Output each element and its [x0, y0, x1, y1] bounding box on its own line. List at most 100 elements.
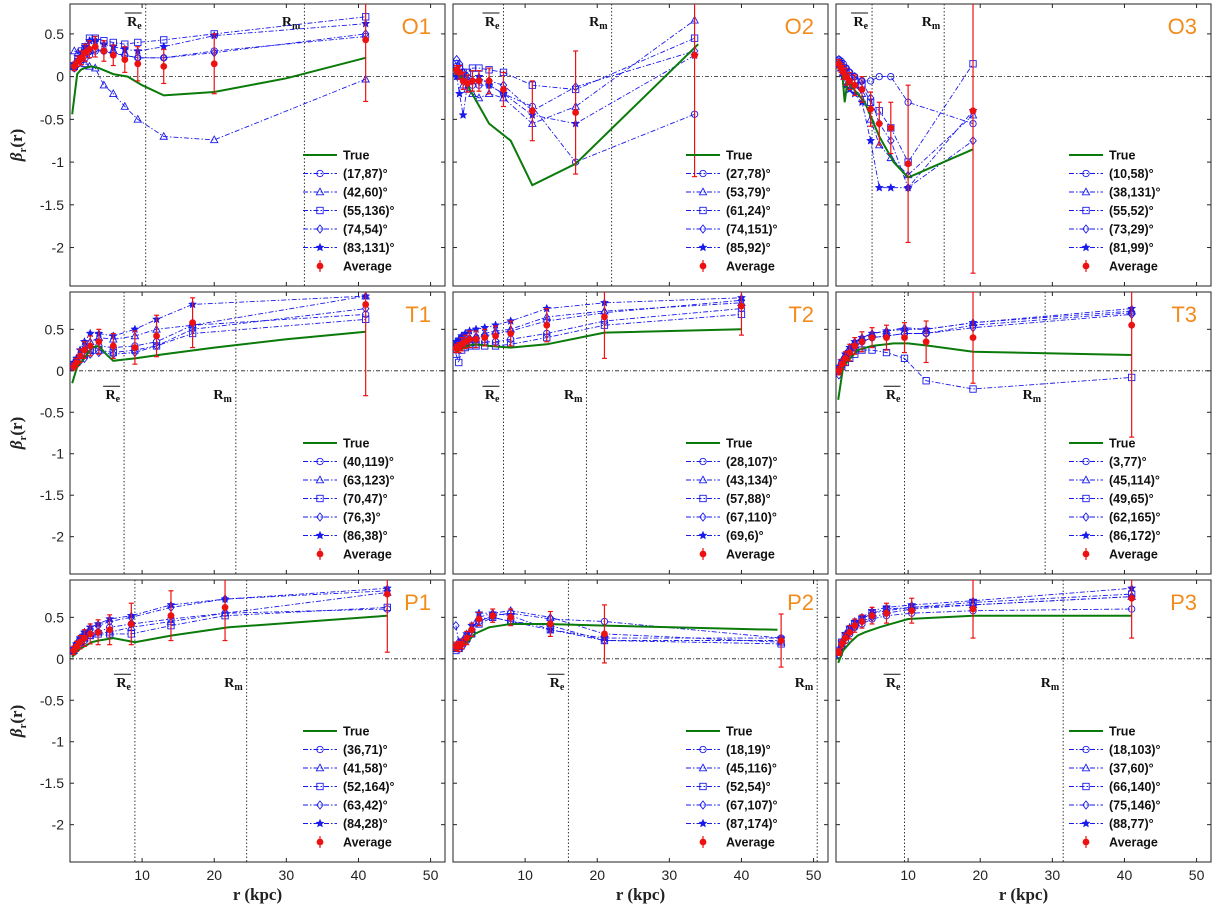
legend-series-label: (81,99)° — [1109, 241, 1154, 255]
legend-series-label: (63,42)° — [343, 799, 388, 813]
los-point — [922, 377, 930, 385]
los-point — [99, 80, 109, 89]
legend-average-label: Average — [726, 548, 775, 562]
x-axis-label: r (kpc) — [999, 885, 1048, 904]
y-tick-label: -1.5 — [40, 487, 64, 503]
plot-area — [70, 292, 371, 397]
average-point — [883, 334, 890, 342]
y-axis-label: βr(r) — [7, 129, 29, 162]
legend-average-marker — [1082, 838, 1090, 846]
legend-series-label: (38,131)° — [1109, 186, 1161, 200]
plot-area — [836, 292, 1137, 438]
x-tick-label: 10 — [517, 867, 533, 883]
y-tick-label: -1 — [52, 154, 65, 170]
legend-series-label: (74,54)° — [343, 223, 388, 237]
los-point — [865, 135, 876, 145]
average-point — [475, 77, 483, 85]
legend-average-marker — [316, 838, 324, 846]
legend-series-label: (28,107)° — [726, 455, 778, 469]
rm-label: Rm — [589, 15, 608, 32]
average-point — [507, 330, 515, 337]
average-point — [464, 80, 471, 87]
los-point — [474, 93, 484, 102]
panel-title: T3 — [1171, 302, 1197, 327]
panel-o3: Re Rm O3 True (10,58)° (38,131)° (55,52)° (73,2… — [835, 3, 1212, 287]
average-point — [106, 626, 114, 634]
average-point — [100, 47, 108, 55]
y-tick-label: -0.5 — [40, 404, 64, 420]
legend-series-label: (74,151)° — [726, 223, 778, 237]
re-label: Re — [485, 388, 500, 405]
legend-true-label: True — [1109, 437, 1135, 451]
legend-series-label: (37,60)° — [1109, 762, 1154, 776]
los-point — [108, 88, 118, 97]
x-tick-label: 30 — [662, 867, 678, 883]
legend-marker — [1081, 763, 1091, 772]
average-point — [883, 609, 890, 617]
legend-series-label: (87,174)° — [726, 817, 778, 831]
average-point — [868, 612, 876, 620]
los-point — [900, 354, 909, 363]
y-tick-label: 0 — [56, 651, 64, 667]
panel-title: O1 — [402, 14, 431, 39]
rm-label: Rm — [1041, 676, 1060, 693]
los-series-line — [455, 299, 742, 348]
legend-marker — [1082, 206, 1090, 215]
los-series-line — [456, 54, 695, 125]
legend-marker — [1082, 745, 1090, 754]
los-point — [886, 153, 896, 162]
y-axis-label: βr(r) — [7, 705, 29, 738]
legend-series-label: (76,3)° — [343, 511, 381, 525]
legend-series-label: (27,78)° — [726, 167, 771, 181]
average-point — [81, 346, 88, 354]
average-point — [838, 640, 846, 648]
rm-label: Rm — [922, 15, 941, 32]
average-point — [210, 60, 218, 68]
los-point — [134, 38, 142, 47]
average-point — [875, 120, 883, 128]
legend-series-label: (67,107)° — [726, 799, 778, 813]
average-point — [528, 107, 536, 115]
los-point — [159, 41, 169, 51]
average-point — [466, 335, 473, 343]
average-point — [463, 634, 471, 642]
los-point — [886, 182, 896, 192]
panel-p2: 10 20 30 40 50 Re Rm P2 True (18,19)° (45,116)° (52… — [452, 579, 829, 904]
legend-marker — [315, 530, 325, 540]
legend-marker — [316, 745, 324, 754]
legend-marker — [315, 763, 325, 772]
re-label: Re — [550, 676, 565, 693]
x-axis-label: r (kpc) — [233, 885, 282, 904]
rm-label: Rm — [282, 15, 301, 32]
legend-true-label: True — [1109, 149, 1135, 163]
legend-series-label: (52,54)° — [726, 780, 771, 794]
plot-area — [453, 604, 786, 668]
x-tick-label: 50 — [1189, 867, 1205, 883]
average-point — [738, 302, 745, 310]
average-point — [543, 321, 551, 329]
average-point — [500, 86, 507, 93]
legend-marker — [699, 782, 707, 791]
average-point — [841, 354, 849, 362]
re-label: Re — [127, 15, 142, 32]
legend-series-label: (10,58)° — [1109, 167, 1154, 181]
legend-true-label: True — [343, 437, 369, 451]
legend-series-label: (52,164)° — [343, 780, 395, 794]
true-profile-line — [837, 59, 974, 179]
legend-series-label: (69,6)° — [726, 529, 764, 543]
legend-series-label: (62,165)° — [1109, 511, 1161, 525]
los-series-line — [455, 302, 742, 347]
legend: True (10,58)° (38,131)° (55,52)° (73,29)° (81… — [1069, 149, 1161, 274]
y-tick-label: -2 — [52, 240, 65, 256]
los-point — [969, 385, 977, 393]
legend-marker — [698, 530, 708, 540]
legend-series-label: (66,140)° — [1109, 780, 1161, 794]
los-point — [159, 131, 169, 140]
average-point — [841, 634, 849, 642]
los-point — [95, 347, 103, 358]
legend-marker — [315, 242, 325, 252]
legend-marker — [1082, 494, 1090, 503]
legend-series-label: (40,119)° — [343, 455, 394, 469]
legend-marker — [1081, 818, 1091, 828]
legend-series-label: (55,52)° — [1109, 204, 1154, 218]
